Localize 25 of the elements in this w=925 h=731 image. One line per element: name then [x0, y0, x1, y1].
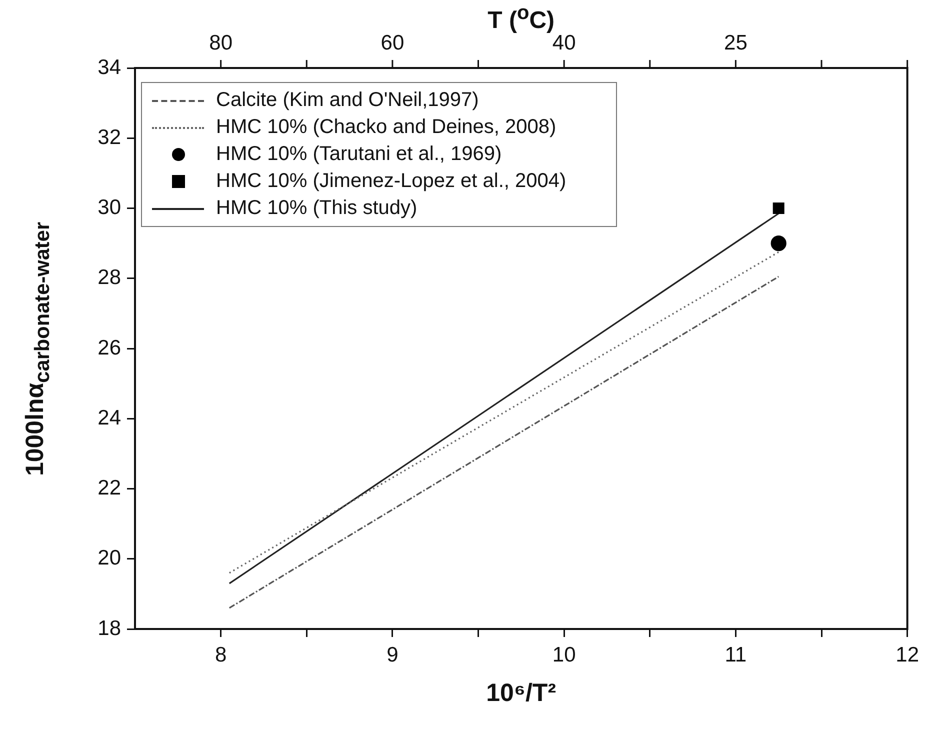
y-tick-label: 32	[98, 126, 121, 149]
y-tick-label: 22	[98, 476, 121, 500]
y-tick-label: 26	[98, 336, 121, 360]
x-axis-title: 10⁶/T²	[486, 679, 556, 708]
y-tick-label: 24	[98, 406, 122, 430]
x-tick-label: 12	[896, 643, 919, 666]
x-tick-label: 10	[552, 643, 576, 666]
text: 40	[552, 31, 576, 54]
x2-axis-title: T ($^{o}$C)	[488, 2, 555, 34]
x-tick-label: 9	[386, 643, 398, 666]
text: 25	[724, 31, 748, 54]
legend-label: HMC 10% (Jimenez-Lopez et al., 2004)	[216, 170, 566, 193]
text: 60	[380, 31, 404, 54]
y-tick-label: 18	[98, 616, 121, 640]
y-tick-label: 28	[98, 266, 121, 290]
y-tick-label: 20	[98, 546, 121, 570]
legend-label: Calcite (Kim and O'Neil,1997)	[216, 89, 479, 112]
x-tick-label: 11	[724, 643, 747, 666]
x-tick-label: 8	[214, 643, 227, 666]
y-tick-label: 30	[98, 196, 121, 220]
legend-label: HMC 10% (Tarutani et al., 1969)	[216, 143, 502, 166]
legend-label: HMC 10% (This study)	[216, 197, 418, 220]
legend-label: HMC 10% (Chacko and Deines, 2008)	[216, 116, 556, 139]
y-tick-label: 34	[98, 56, 122, 79]
text: 80	[209, 31, 232, 54]
